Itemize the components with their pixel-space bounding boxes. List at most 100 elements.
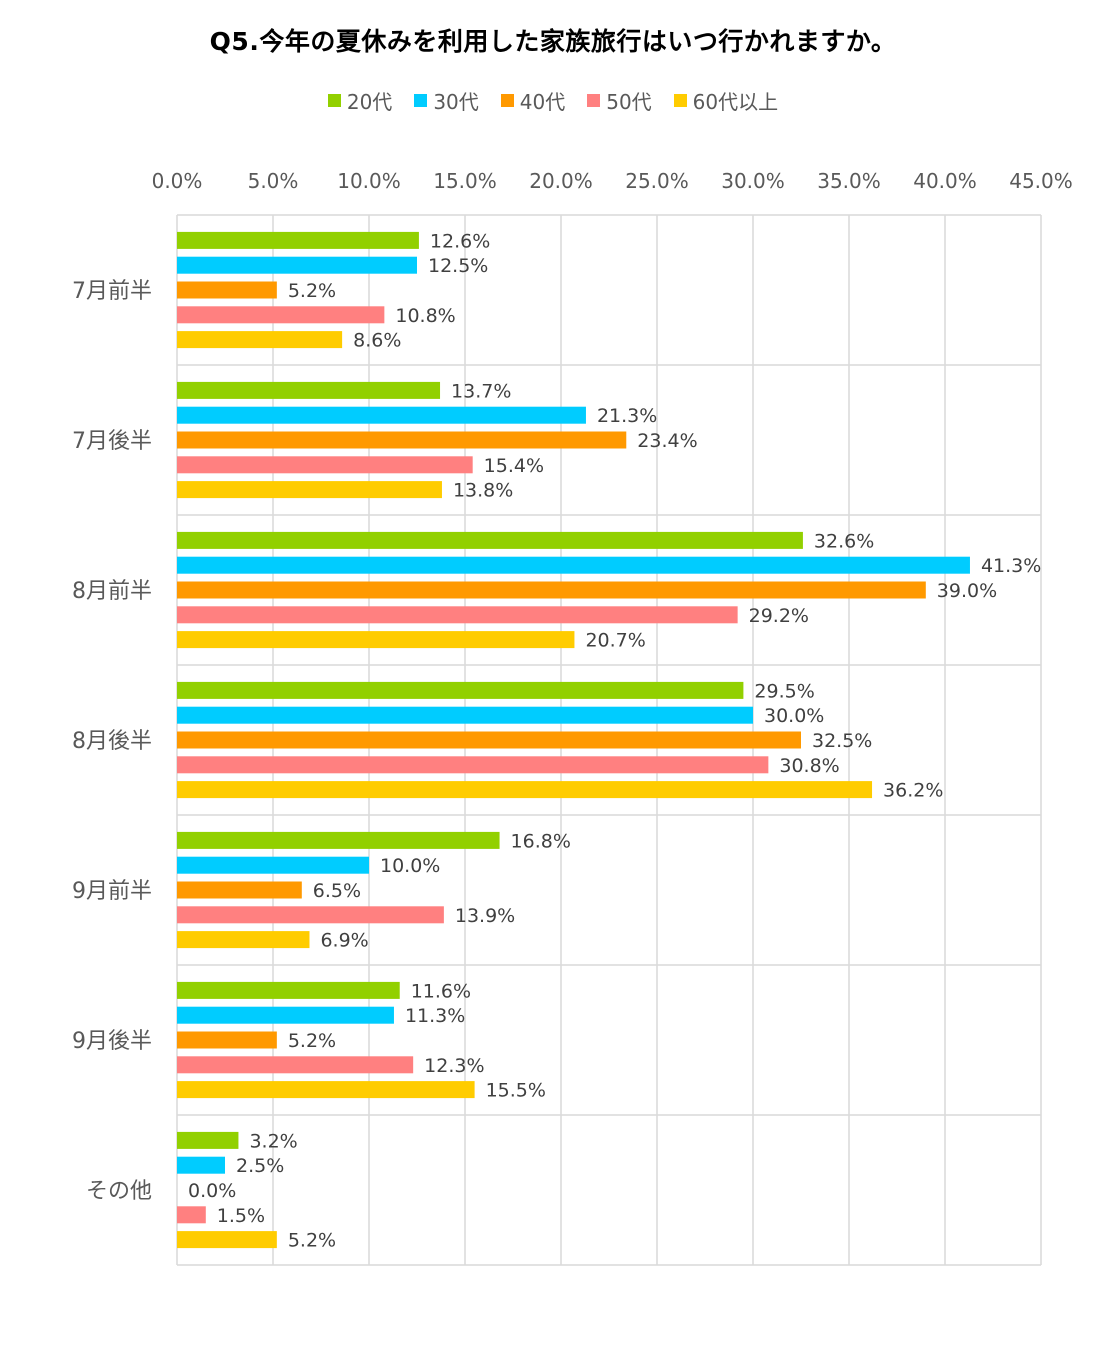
bar bbox=[177, 1156, 225, 1174]
bar bbox=[177, 756, 769, 774]
data-label: 29.2% bbox=[749, 605, 809, 627]
x-tick-label: 10.0% bbox=[337, 169, 401, 193]
bar bbox=[177, 256, 417, 274]
chart-title: Q5.今年の夏休みを利用した家族旅行はいつ行かれますか。 bbox=[209, 27, 897, 56]
x-tick-label: 30.0% bbox=[721, 169, 785, 193]
bar bbox=[177, 1006, 394, 1024]
data-label: 6.9% bbox=[320, 930, 368, 952]
x-tick-label: 45.0% bbox=[1009, 169, 1073, 193]
category-label: 9月後半 bbox=[72, 1029, 152, 1054]
legend-item: 40代 bbox=[500, 86, 566, 115]
x-tick-label: 15.0% bbox=[433, 169, 497, 193]
bar bbox=[177, 306, 385, 324]
legend-label: 40代 bbox=[519, 90, 566, 114]
legend-item: 30代 bbox=[414, 86, 479, 115]
data-label: 8.6% bbox=[353, 330, 401, 352]
data-label: 5.2% bbox=[288, 1030, 336, 1052]
bar bbox=[177, 856, 369, 874]
legend-item: 60代以上 bbox=[673, 86, 779, 115]
data-label: 0.0% bbox=[188, 1180, 236, 1202]
category-label: その他 bbox=[86, 1179, 152, 1204]
bar bbox=[177, 681, 744, 699]
category-label: 8月前半 bbox=[72, 579, 152, 604]
data-label: 2.5% bbox=[236, 1155, 284, 1177]
bar bbox=[177, 906, 444, 924]
data-label: 23.4% bbox=[637, 430, 697, 452]
bar bbox=[177, 231, 419, 249]
data-label: 15.4% bbox=[484, 455, 544, 477]
bar bbox=[177, 881, 302, 899]
bar bbox=[177, 456, 473, 474]
bar bbox=[177, 1056, 414, 1074]
bar bbox=[177, 481, 442, 499]
data-label: 12.6% bbox=[430, 230, 490, 252]
data-label: 36.2% bbox=[883, 780, 943, 802]
bar bbox=[177, 406, 586, 424]
legend-item: 20代 bbox=[327, 86, 393, 115]
x-tick-label: 40.0% bbox=[913, 169, 977, 193]
bar bbox=[177, 531, 803, 549]
bar bbox=[177, 606, 738, 624]
category-label: 8月後半 bbox=[72, 729, 152, 754]
data-label: 20.7% bbox=[585, 630, 645, 652]
x-tick-label: 0.0% bbox=[152, 169, 203, 193]
bar bbox=[177, 706, 753, 724]
legend-swatch bbox=[414, 94, 428, 107]
bar bbox=[177, 1031, 277, 1049]
data-label: 10.0% bbox=[380, 855, 440, 877]
data-label: 13.9% bbox=[455, 905, 515, 927]
data-label: 13.7% bbox=[451, 380, 511, 402]
bar bbox=[177, 1206, 206, 1224]
data-label: 32.6% bbox=[814, 530, 874, 552]
data-label: 30.8% bbox=[779, 755, 839, 777]
bar bbox=[177, 331, 343, 349]
bar bbox=[177, 1231, 277, 1249]
bar bbox=[177, 831, 500, 849]
data-label: 12.3% bbox=[424, 1055, 484, 1077]
legend-swatch bbox=[500, 94, 514, 107]
category-label: 7月前半 bbox=[72, 279, 152, 304]
data-label: 29.5% bbox=[754, 680, 814, 702]
bar bbox=[177, 731, 801, 749]
bar bbox=[177, 631, 575, 649]
legend-label: 20代 bbox=[346, 90, 393, 114]
data-label: 3.2% bbox=[249, 1130, 297, 1152]
category-label: 9月前半 bbox=[72, 879, 152, 904]
legend-swatch bbox=[327, 94, 341, 107]
x-tick-label: 25.0% bbox=[625, 169, 689, 193]
data-label: 32.5% bbox=[812, 730, 872, 752]
data-label: 13.8% bbox=[453, 480, 513, 502]
bar bbox=[177, 781, 873, 799]
bar bbox=[177, 931, 310, 949]
legend-item: 50代 bbox=[587, 86, 652, 115]
data-label: 39.0% bbox=[937, 580, 997, 602]
data-label: 15.5% bbox=[486, 1080, 546, 1102]
bar bbox=[177, 981, 400, 999]
data-label: 6.5% bbox=[313, 880, 361, 902]
category-label: 7月後半 bbox=[72, 429, 152, 454]
data-label: 41.3% bbox=[981, 555, 1041, 577]
bar bbox=[177, 1131, 239, 1149]
data-label: 30.0% bbox=[764, 705, 824, 727]
legend-label: 60代以上 bbox=[692, 90, 779, 114]
bar bbox=[177, 381, 441, 399]
x-tick-label: 35.0% bbox=[817, 169, 881, 193]
data-label: 5.2% bbox=[288, 1230, 336, 1252]
x-tick-label: 5.0% bbox=[248, 169, 299, 193]
data-label: 10.8% bbox=[395, 305, 455, 327]
data-label: 5.2% bbox=[288, 280, 336, 302]
bar bbox=[177, 1081, 475, 1099]
data-label: 11.6% bbox=[411, 980, 471, 1002]
bar bbox=[177, 431, 627, 449]
legend-swatch bbox=[587, 94, 601, 107]
data-label: 21.3% bbox=[597, 405, 657, 427]
data-label: 16.8% bbox=[511, 830, 571, 852]
legend-label: 50代 bbox=[606, 90, 652, 114]
data-label: 1.5% bbox=[217, 1205, 265, 1227]
legend-label: 30代 bbox=[433, 90, 479, 114]
data-label: 12.5% bbox=[428, 255, 488, 277]
data-label: 11.3% bbox=[405, 1005, 465, 1027]
legend: 20代 30代 40代 50代 60代以上 bbox=[0, 86, 1106, 115]
bar bbox=[177, 556, 970, 574]
